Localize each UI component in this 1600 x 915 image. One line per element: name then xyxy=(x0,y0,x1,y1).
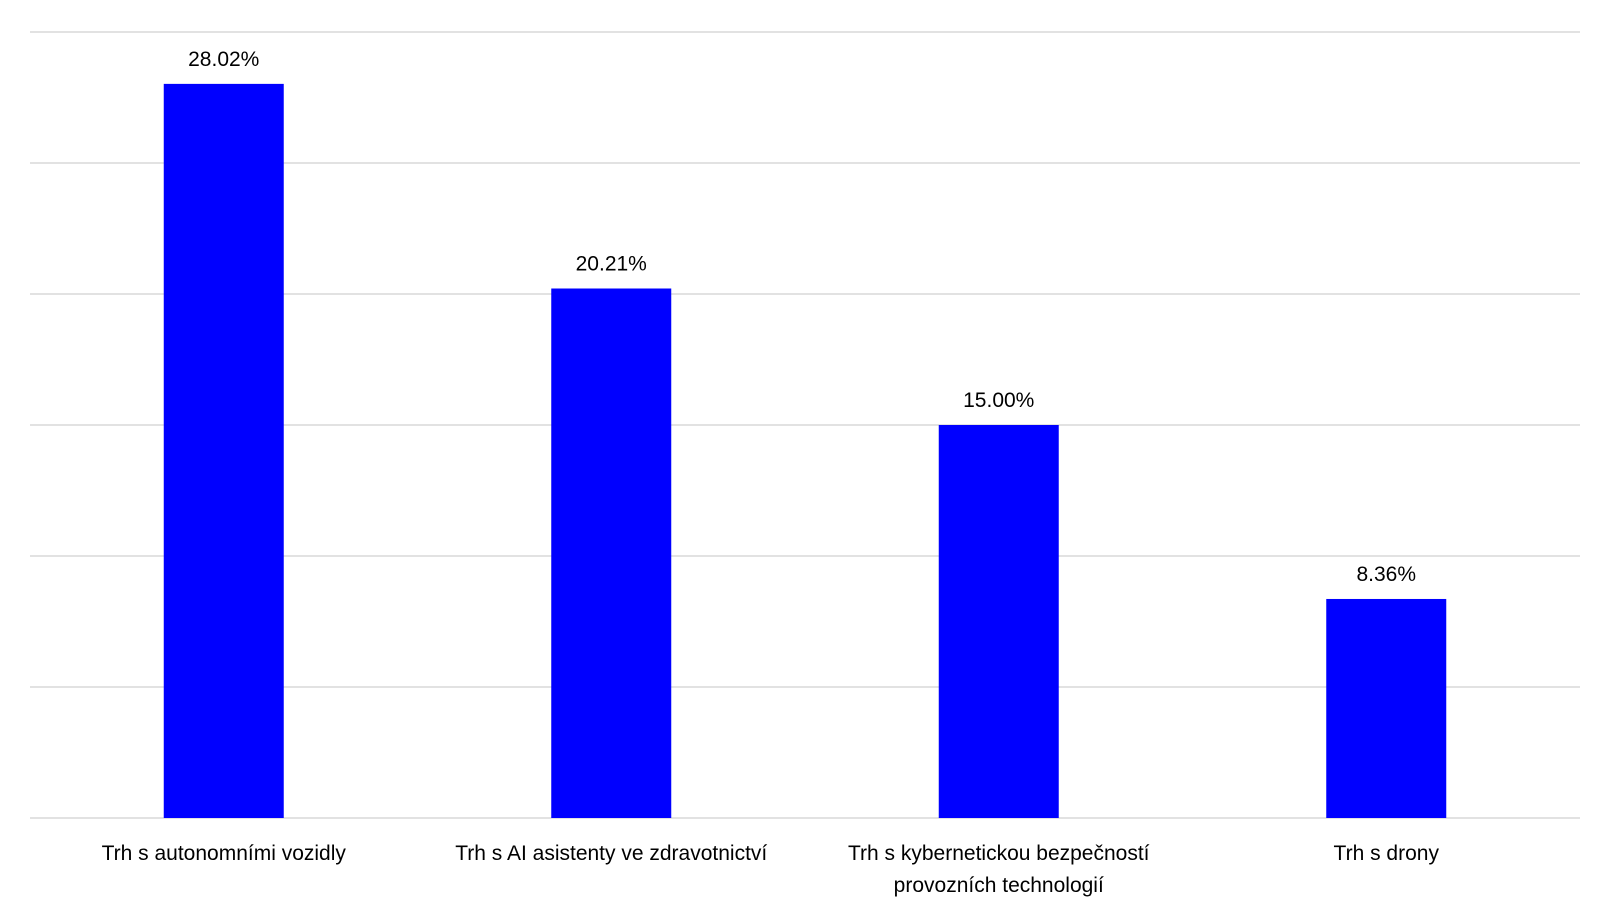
data-label: 15.00% xyxy=(963,389,1034,412)
category-label: Trh s autonomními vozidly xyxy=(102,842,347,865)
data-label: 8.36% xyxy=(1356,563,1416,586)
bar xyxy=(1326,598,1447,818)
data-labels: 28.02% 20.21% 15.00% 8.36% xyxy=(188,48,1416,586)
category-label: provozních technologií xyxy=(894,874,1104,897)
category-label: Trh s drony xyxy=(1334,842,1440,865)
category-label: Trh s AI asistenty ve zdravotnictví xyxy=(455,842,767,865)
bar xyxy=(163,83,284,819)
category-axis-labels: Trh s autonomními vozidly Trh s AI asiste… xyxy=(102,842,1440,897)
bar-series xyxy=(163,83,1447,819)
category-label: Trh s kybernetickou bezpečností xyxy=(848,842,1150,865)
bar xyxy=(938,425,1059,818)
gridlines xyxy=(30,31,1580,819)
bar xyxy=(551,288,672,818)
data-label: 20.21% xyxy=(576,252,647,275)
data-label: 28.02% xyxy=(188,48,259,71)
